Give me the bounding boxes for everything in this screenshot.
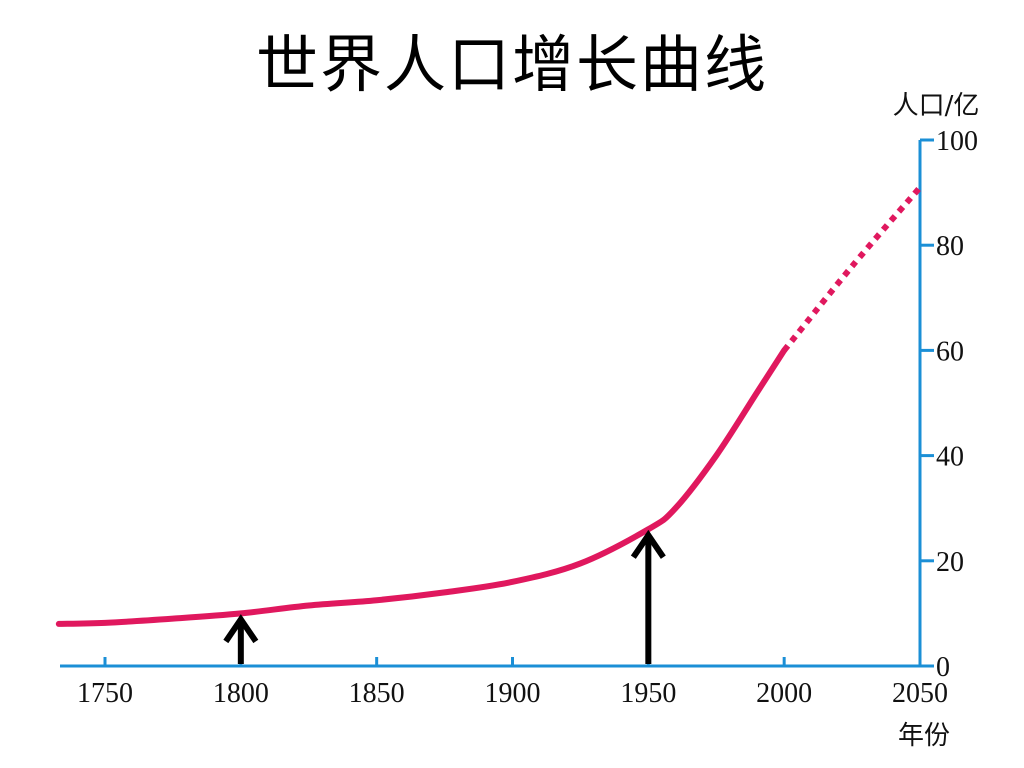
axes [60,140,922,668]
y-tick-label: 20 [936,547,964,578]
x-tick-label: 2000 [756,678,812,709]
arrow-annotation-1950 [630,529,666,664]
x-tick-label: 1950 [620,678,676,709]
y-axis-title: 人口/亿 [893,91,980,121]
y-tick-label: 0 [936,652,950,683]
arrow-head [630,529,666,559]
arrow-annotation-1800 [223,614,259,664]
population-line [55,347,788,627]
x-tick-label: 2050 [892,678,948,709]
arrow-head [223,614,259,644]
chart-title: 世界人口增长曲线 [255,28,768,101]
x-tick-label: 1850 [349,678,405,709]
y-tick-label: 80 [936,231,964,262]
x-axis-title: 年份 [898,721,950,751]
y-tick-label: 60 [936,336,964,367]
x-tick-label: 1900 [485,678,541,709]
x-tick-label: 1750 [77,678,133,709]
series-lines [55,185,923,627]
annotations [223,529,666,664]
projected-population-line [781,185,923,353]
y-tick-label: 40 [936,442,964,473]
y-tick-label: 100 [936,126,978,157]
x-tick-label: 1800 [213,678,269,709]
